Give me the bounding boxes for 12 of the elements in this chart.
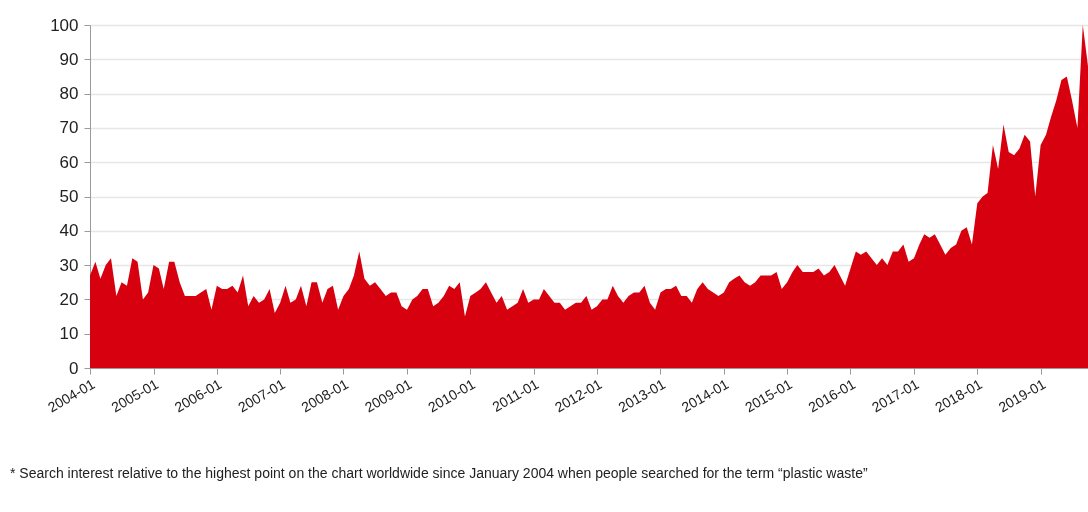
y-tick-label: 100 [50,15,79,35]
text: * Search interest relative to the highest point on the chart worldwide since January 2004 when people searched for the term “plastic waste” [10,465,868,481]
y-tick-label: 10 [59,324,79,344]
y-tick-label: 50 [59,187,79,206]
y-tick-label: 90 [59,49,79,69]
y-tick-label: 20 [59,289,79,309]
y-tick-label: 0 [69,358,79,378]
y-tick-label: 70 [59,118,79,138]
y-tick-label: 60 [59,152,79,172]
y-tick-label: 40 [59,221,79,241]
y-tick-label: 30 [59,255,79,275]
y-tick-label: 80 [59,84,79,104]
